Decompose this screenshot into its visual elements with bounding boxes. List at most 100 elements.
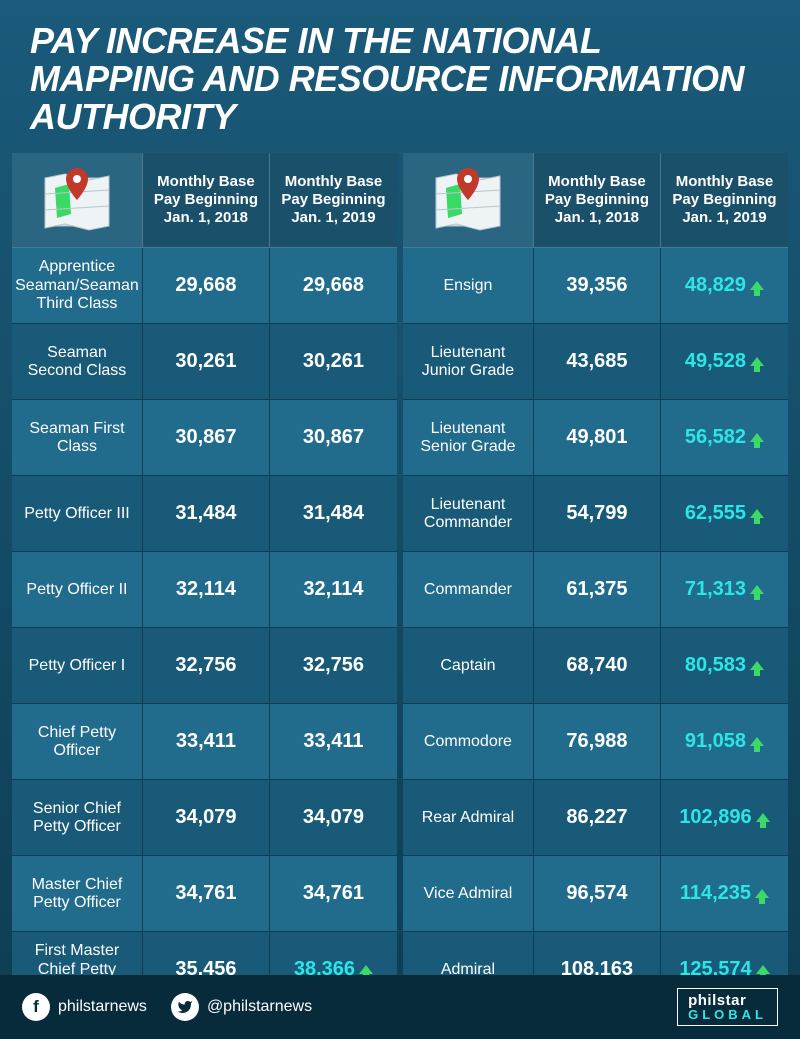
left-rows: Apprentice Seaman/Seaman Third Class29,6… [12, 248, 397, 1008]
rank-cell: Chief Petty Officer [12, 704, 143, 780]
rank-cell: Commodore [403, 704, 534, 780]
pay-2019-cell: 71,313 [661, 552, 788, 628]
rank-cell: Lieutenant Junior Grade [403, 324, 534, 400]
pay-2018-cell: 68,740 [534, 628, 661, 704]
increase-arrow-icon [359, 965, 373, 974]
table-row: Ensign39,35648,829 [403, 248, 788, 324]
increase-arrow-icon [750, 585, 764, 594]
brand-logo: philstar GLOBAL [677, 988, 778, 1026]
rank-cell: Vice Admiral [403, 856, 534, 932]
map-pin-icon [403, 153, 534, 248]
pay-2019-cell: 29,668 [270, 248, 397, 324]
increase-arrow-icon [755, 889, 769, 898]
pay-2019-cell: 30,261 [270, 324, 397, 400]
table-row: Petty Officer III31,48431,484 [12, 476, 397, 552]
pay-2019-cell: 34,079 [270, 780, 397, 856]
pay-2018-cell: 31,484 [143, 476, 270, 552]
increase-arrow-icon [750, 281, 764, 290]
rank-cell: Lieutenant Commander [403, 476, 534, 552]
pay-2019-cell: 32,756 [270, 628, 397, 704]
pay-2018-cell: 96,574 [534, 856, 661, 932]
table-row: Commander61,37571,313 [403, 552, 788, 628]
twitter-text: @philstarnews [207, 998, 312, 1016]
pay-2018-cell: 30,867 [143, 400, 270, 476]
infographic-container: PAY INCREASE IN THE NATIONAL MAPPING AND… [0, 0, 800, 1039]
facebook-text: philstarnews [58, 998, 147, 1016]
table-row: Senior Chief Petty Officer34,07934,079 [12, 780, 397, 856]
increase-arrow-icon [750, 509, 764, 518]
rank-cell: Seaman Second Class [12, 324, 143, 400]
pay-2019-cell: 114,235 [661, 856, 788, 932]
table-row: Master Chief Petty Officer34,76134,761 [12, 856, 397, 932]
pay-2018-cell: 43,685 [534, 324, 661, 400]
table-row: Captain68,74080,583 [403, 628, 788, 704]
table-row: Petty Officer I32,75632,756 [12, 628, 397, 704]
pay-2019-cell: 56,582 [661, 400, 788, 476]
table-row: Lieutenant Commander54,79962,555 [403, 476, 788, 552]
table-row: Petty Officer II32,11432,114 [12, 552, 397, 628]
tables-wrapper: Monthly Base Pay Beginning Jan. 1, 2018 … [0, 153, 800, 1008]
table-row: Lieutenant Senior Grade49,80156,582 [403, 400, 788, 476]
rank-cell: Ensign [403, 248, 534, 324]
brand-line1: philstar [688, 993, 767, 1008]
pay-2018-cell: 33,411 [143, 704, 270, 780]
table-row: Vice Admiral96,574114,235 [403, 856, 788, 932]
right-rows: Ensign39,35648,829Lieutenant Junior Grad… [403, 248, 788, 1008]
left-header: Monthly Base Pay Beginning Jan. 1, 2018 … [12, 153, 397, 248]
table-row: Rear Admiral86,227102,896 [403, 780, 788, 856]
pay-2019-cell: 48,829 [661, 248, 788, 324]
pay-2018-cell: 32,114 [143, 552, 270, 628]
right-header: Monthly Base Pay Beginning Jan. 1, 2018 … [403, 153, 788, 248]
brand-line2: GLOBAL [688, 1008, 767, 1021]
table-row: Commodore76,98891,058 [403, 704, 788, 780]
pay-2018-cell: 30,261 [143, 324, 270, 400]
pay-2018-cell: 54,799 [534, 476, 661, 552]
pay-2019-cell: 62,555 [661, 476, 788, 552]
facebook-handle: f philstarnews [22, 993, 147, 1021]
pay-2019-cell: 32,114 [270, 552, 397, 628]
pay-2019-cell: 30,867 [270, 400, 397, 476]
pay-2019-cell: 31,484 [270, 476, 397, 552]
increase-arrow-icon [750, 661, 764, 670]
page-title: PAY INCREASE IN THE NATIONAL MAPPING AND… [0, 0, 800, 153]
table-row: Seaman Second Class30,26130,261 [12, 324, 397, 400]
rank-cell: Rear Admiral [403, 780, 534, 856]
col-header-2019: Monthly Base Pay Beginning Jan. 1, 2019 [270, 153, 397, 248]
increase-arrow-icon [756, 965, 770, 974]
map-pin-icon [12, 153, 143, 248]
footer: f philstarnews @philstarnews philstar GL… [0, 975, 800, 1039]
increase-arrow-icon [750, 357, 764, 366]
facebook-icon: f [22, 993, 50, 1021]
pay-2018-cell: 86,227 [534, 780, 661, 856]
pay-2018-cell: 49,801 [534, 400, 661, 476]
pay-2019-cell: 102,896 [661, 780, 788, 856]
table-row: Chief Petty Officer33,41133,411 [12, 704, 397, 780]
pay-2019-cell: 49,528 [661, 324, 788, 400]
pay-2018-cell: 34,761 [143, 856, 270, 932]
col-header-2018: Monthly Base Pay Beginning Jan. 1, 2018 [534, 153, 661, 248]
rank-cell: Lieutenant Senior Grade [403, 400, 534, 476]
rank-cell: Commander [403, 552, 534, 628]
increase-arrow-icon [756, 813, 770, 822]
right-panel: Monthly Base Pay Beginning Jan. 1, 2018 … [403, 153, 788, 1008]
twitter-handle: @philstarnews [171, 993, 312, 1021]
pay-2019-cell: 34,761 [270, 856, 397, 932]
table-row: Seaman First Class30,86730,867 [12, 400, 397, 476]
pay-2018-cell: 76,988 [534, 704, 661, 780]
pay-2018-cell: 61,375 [534, 552, 661, 628]
pay-2018-cell: 29,668 [143, 248, 270, 324]
rank-cell: Petty Officer I [12, 628, 143, 704]
rank-cell: Seaman First Class [12, 400, 143, 476]
col-header-2018: Monthly Base Pay Beginning Jan. 1, 2018 [143, 153, 270, 248]
rank-cell: Petty Officer II [12, 552, 143, 628]
pay-2018-cell: 34,079 [143, 780, 270, 856]
rank-cell: Petty Officer III [12, 476, 143, 552]
twitter-icon [171, 993, 199, 1021]
rank-cell: Senior Chief Petty Officer [12, 780, 143, 856]
left-panel: Monthly Base Pay Beginning Jan. 1, 2018 … [12, 153, 397, 1008]
rank-cell: Master Chief Petty Officer [12, 856, 143, 932]
pay-2018-cell: 32,756 [143, 628, 270, 704]
pay-2019-cell: 91,058 [661, 704, 788, 780]
rank-cell: Apprentice Seaman/Seaman Third Class [12, 248, 143, 324]
pay-2018-cell: 39,356 [534, 248, 661, 324]
